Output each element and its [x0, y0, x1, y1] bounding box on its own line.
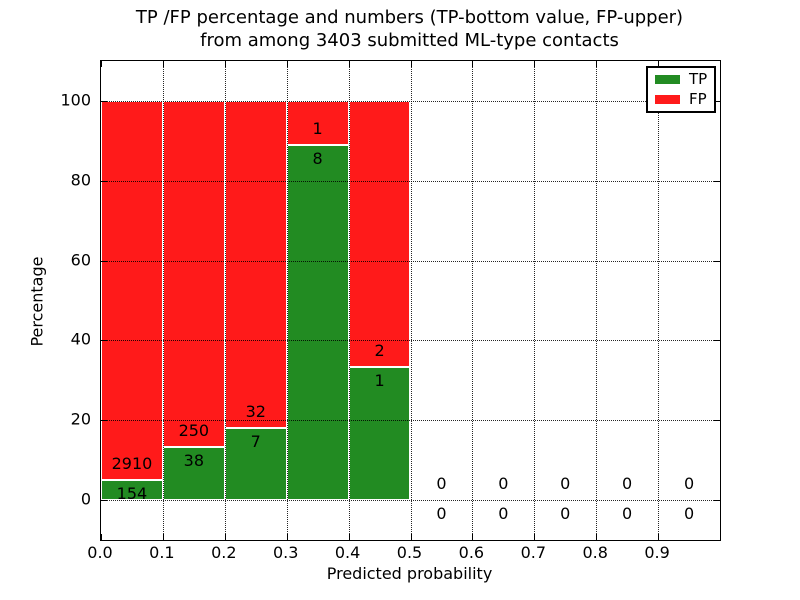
x-tick-bottom	[534, 534, 536, 540]
gridline-vertical	[348, 61, 350, 540]
y-tick-label: 60	[70, 250, 91, 270]
legend-entry-tp: TP	[648, 72, 714, 88]
y-tick-left	[101, 500, 107, 502]
x-tick-top	[472, 61, 474, 67]
legend: TP FP	[646, 66, 716, 113]
y-tick-label: 40	[70, 329, 91, 349]
fp-count-label: 2	[374, 341, 385, 361]
fp-count-label: 0	[622, 474, 633, 494]
x-axis-label: Predicted probability	[326, 564, 493, 583]
x-tick-label: 0.5	[396, 543, 423, 562]
tp-count-label: 154	[116, 484, 148, 504]
legend-swatch-tp	[655, 75, 680, 84]
gridline-vertical	[534, 61, 536, 540]
gridline-vertical	[596, 61, 598, 540]
y-tick-left	[101, 340, 107, 342]
y-tick-right	[714, 420, 720, 422]
y-tick-left	[101, 420, 107, 422]
x-tick-bottom	[596, 534, 598, 540]
x-tick-label: 0.6	[458, 543, 485, 562]
y-tick-right	[714, 500, 720, 502]
gridline-vertical	[224, 61, 226, 540]
fp-count-label: 32	[245, 402, 266, 422]
tp-count-label: 0	[498, 504, 509, 524]
y-tick-label: 100	[60, 90, 91, 110]
tp-count-label: 0	[560, 504, 571, 524]
x-tick-top	[658, 61, 660, 67]
bar-segment-tp	[162, 447, 225, 501]
chart-title-line-2: from among 3403 submitted ML-type contac…	[200, 30, 619, 51]
tp-count-label: 0	[683, 504, 695, 524]
x-tick-top	[596, 61, 598, 67]
fp-count-label: 0	[683, 474, 695, 494]
tp-count-label: 0	[436, 504, 447, 524]
x-tick-bottom	[162, 534, 164, 540]
fp-count-label: 1	[312, 119, 323, 139]
tp-count-label: 1	[374, 371, 385, 391]
x-tick-bottom	[286, 534, 288, 540]
tp-count-label: 38	[183, 451, 205, 471]
legend-label: TP	[689, 70, 708, 88]
gridline-vertical	[658, 61, 660, 540]
x-tick-bottom	[472, 534, 474, 540]
tp-count-label: 7	[250, 432, 261, 452]
x-tick-bottom	[101, 534, 102, 540]
x-tick-label: 0.2	[211, 543, 237, 562]
x-tick-label: 0.4	[334, 543, 361, 562]
y-tick-label: 80	[70, 170, 91, 190]
fp-count-label: 0	[498, 474, 509, 494]
fp-count-label: 0	[436, 474, 447, 494]
bar-segment-tp	[286, 145, 349, 501]
chart-title-line-1: TP /FP percentage and numbers (TP-bottom…	[135, 7, 684, 28]
x-tick-label: 0.1	[149, 543, 175, 562]
bar-segment-fp	[162, 100, 225, 448]
gridline-vertical	[162, 61, 164, 540]
x-tick-bottom	[224, 534, 226, 540]
x-tick-label: 0.3	[272, 543, 299, 562]
x-tick-label: 0.7	[520, 543, 547, 562]
bar-segment-tp	[101, 480, 163, 501]
bar-segment-fp	[101, 100, 163, 480]
bar-segment-tp	[224, 428, 287, 501]
fp-count-label: 2910	[111, 454, 153, 474]
x-tick-top	[534, 61, 536, 67]
legend-swatch-fp	[655, 95, 680, 104]
fp-count-label: 250	[178, 421, 210, 441]
x-tick-bottom	[410, 534, 412, 540]
y-tick-right	[714, 260, 720, 262]
x-tick-label: 0.8	[582, 543, 608, 562]
y-tick-left	[101, 260, 107, 262]
x-tick-top	[286, 61, 288, 67]
gridline-vertical	[410, 61, 412, 540]
y-tick-label: 0	[80, 489, 91, 509]
legend-entry-fp: FP	[648, 92, 714, 108]
tp-count-label: 0	[622, 504, 633, 524]
x-tick-bottom	[658, 534, 660, 540]
x-tick-top	[101, 61, 102, 67]
x-tick-label: 0.0	[87, 543, 113, 562]
y-tick-label: 20	[70, 409, 91, 429]
legend-label: FP	[689, 90, 707, 108]
fp-count-label: 0	[560, 474, 571, 494]
x-tick-top	[162, 61, 164, 67]
y-tick-right	[714, 100, 720, 102]
y-tick-right	[714, 180, 720, 182]
x-tick-label: 0.9	[644, 543, 670, 562]
gridline-vertical	[472, 61, 474, 540]
plot-area: 2910 154 250 38 32 7 1 8 2 1 0 0 0 0 0 0 0 0 0 0	[100, 60, 721, 541]
y-tick-left	[101, 180, 107, 182]
x-tick-bottom	[348, 534, 350, 540]
tp-count-label: 8	[312, 149, 323, 169]
bar-segment-fp	[224, 100, 287, 429]
y-tick-left	[101, 100, 107, 102]
x-tick-top	[410, 61, 412, 67]
y-tick-right	[714, 340, 720, 342]
x-tick-top	[348, 61, 350, 67]
gridline-vertical	[286, 61, 288, 540]
x-tick-top	[224, 61, 226, 67]
bar-segment-fp	[348, 100, 411, 368]
